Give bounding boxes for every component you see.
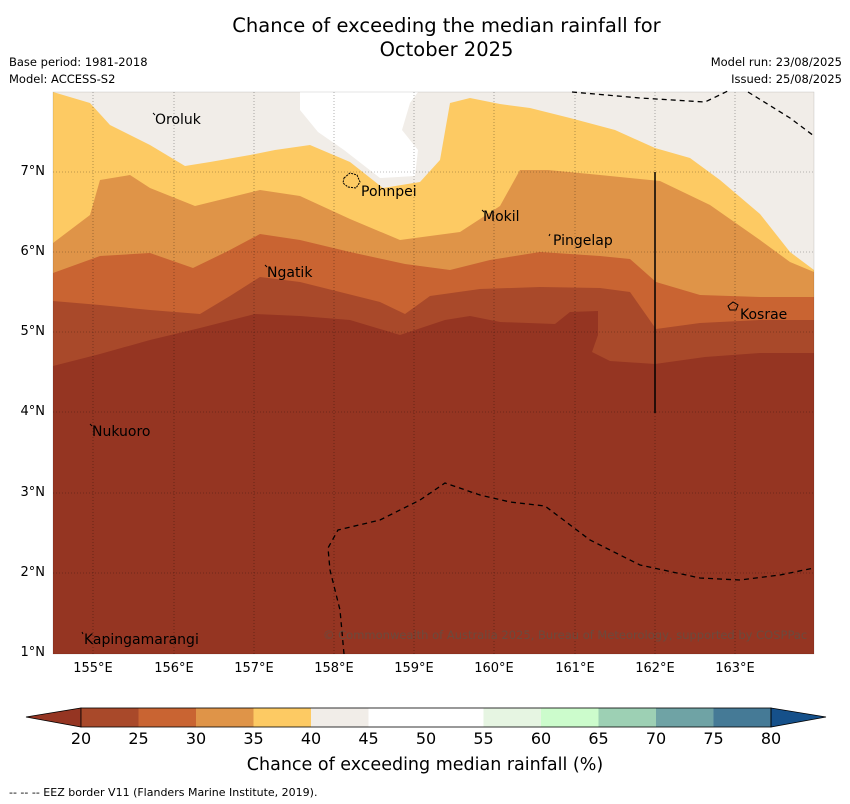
base-period: Base period: 1981-2018 (9, 55, 148, 69)
colorbar-bin-20-25 (81, 708, 139, 727)
place-label-mokil: Mokil (483, 209, 520, 225)
colorbar-over-arrow (770, 707, 827, 728)
lon-label-162: 162°E (635, 661, 675, 676)
zone-40-45 (53, 92, 814, 270)
colorbar-label: Chance of exceeding median rainfall (%) (246, 755, 604, 775)
colorbar-bin-50-55 (426, 708, 484, 727)
colorbar-bin-60-65 (541, 708, 599, 727)
lat-label-4: 4°N (20, 404, 46, 419)
map-frame (53, 92, 814, 654)
place-label-nukuoro: Nukuoro (92, 424, 151, 440)
map-border (52, 91, 815, 655)
colorbar-outline (80, 707, 772, 728)
lat-label-5: 5°N (20, 324, 46, 339)
place-label-kosrae: Kosrae (740, 307, 788, 323)
lon-label-160: 160°E (474, 661, 514, 676)
pingelap-marker (548, 233, 551, 237)
colorbar-bin-55-60 (483, 708, 541, 727)
colorbar-tick: 60 (530, 729, 552, 748)
pohnpei-island-icon (342, 172, 361, 189)
colorbar-tick: 45 (358, 729, 379, 748)
lon-label-157: 157°E (234, 661, 274, 676)
colorbar-bin-75-80 (713, 708, 771, 727)
colorbar-tick: 80 (760, 729, 782, 748)
colorbar-tick: 65 (588, 729, 609, 748)
colorbar-bin-25-30 (138, 708, 196, 727)
lon-label-158: 158°E (314, 661, 354, 676)
island-markers (81, 112, 739, 635)
colorbar-bin-40-45 (311, 708, 369, 727)
lon-label-155: 155°E (73, 661, 113, 676)
footnote: -- -- -- EEZ border V11 (Flanders Marine… (9, 786, 318, 799)
lon-label-156: 156°E (154, 661, 194, 676)
lat-label-1: 1°N (20, 645, 46, 660)
run-info: Model run: 23/08/2025 Issued: 25/08/2025 (711, 54, 842, 88)
colorbar-tick: 30 (185, 729, 207, 748)
place-label-pohnpei: Pohnpei (361, 184, 417, 200)
lat-label-3: 3°N (20, 485, 46, 500)
copyright-notice: © Commonwealth of Australia 2025, Bureau… (323, 628, 808, 642)
kosrae-island-icon (727, 301, 739, 311)
graticule (53, 92, 814, 654)
colorbar-tick: 70 (645, 729, 667, 748)
colorbar-under-arrow (25, 707, 82, 728)
place-label-pingelap: Pingelap (553, 233, 613, 249)
colorbar-tick: 40 (300, 729, 322, 748)
model-info: Base period: 1981-2018 Model: ACCESS-S2 (9, 54, 148, 88)
colorbar-bin-35-40 (253, 708, 311, 727)
eez-border (327, 89, 815, 655)
colorbar-bin-45-50 (368, 708, 426, 727)
colorbar-bin-65-70 (598, 708, 656, 727)
colorbar-bin-70-75 (656, 708, 714, 727)
model-run: Model run: 23/08/2025 (710, 55, 842, 69)
issued-date: Issued: 25/08/2025 (731, 72, 842, 86)
oroluk-marker (152, 112, 156, 116)
lon-label-161: 161°E (555, 661, 595, 676)
colorbar (25, 707, 827, 728)
place-label-kapingamarangi: Kapingamarangi (84, 632, 199, 648)
mokil-marker (481, 209, 485, 213)
colorbar-tick: 25 (128, 729, 149, 748)
lat-label-2: 2°N (20, 565, 46, 580)
ngatik-marker (264, 264, 268, 268)
colorbar-tick: 55 (473, 729, 494, 748)
lon-label-159: 159°E (394, 661, 434, 676)
colorbar-tick: 20 (70, 729, 92, 748)
colorbar-tick: 50 (415, 729, 437, 748)
lon-label-163: 163°E (715, 661, 755, 676)
zone-45-55 (300, 92, 418, 178)
colorbar-bin-30-35 (196, 708, 254, 727)
page-title: Chance of exceeding the median rainfall … (0, 14, 850, 62)
title-line-2: October 2025 (379, 38, 514, 61)
kapingamarangi-marker (81, 631, 84, 635)
place-label-ngatik: Ngatik (267, 265, 313, 281)
place-label-oroluk: Oroluk (155, 112, 201, 128)
lat-label-7: 7°N (20, 164, 46, 179)
colorbar-tick: 75 (703, 729, 724, 748)
model-name: Model: ACCESS-S2 (9, 72, 116, 86)
lat-label-6: 6°N (20, 244, 46, 259)
title-line-1: Chance of exceeding the median rainfall … (232, 14, 661, 37)
colorbar-tick: 35 (243, 729, 264, 748)
nukuoro-marker (89, 423, 93, 427)
